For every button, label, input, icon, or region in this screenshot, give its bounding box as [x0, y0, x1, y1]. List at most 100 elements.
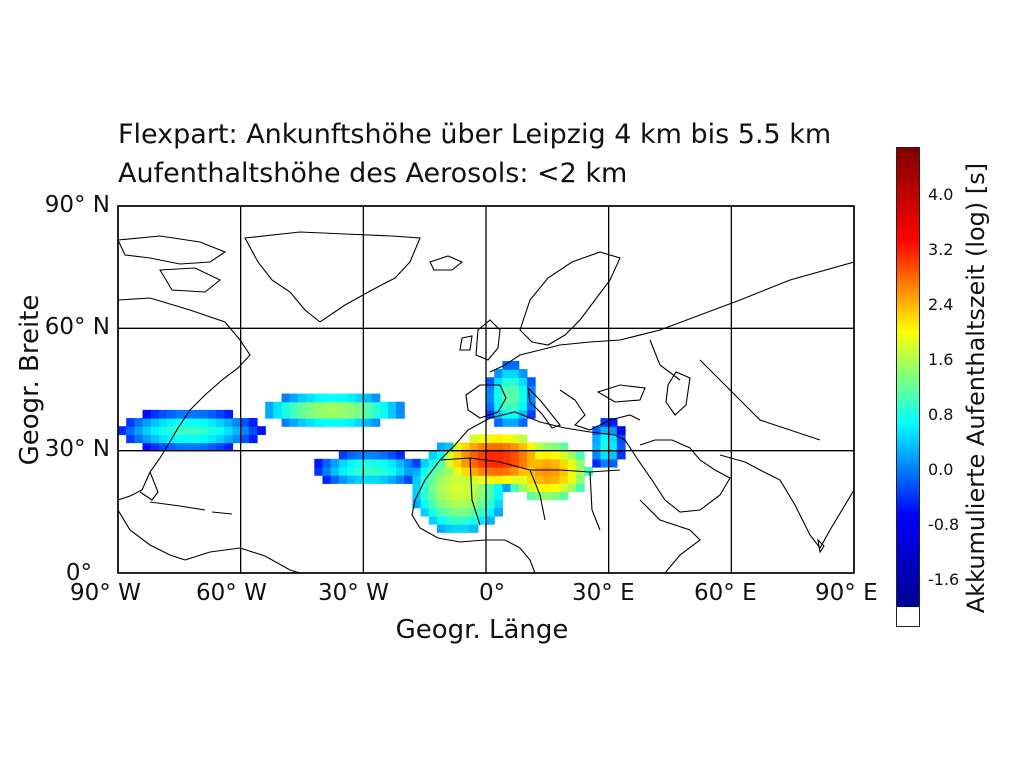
heat-cell	[510, 401, 520, 411]
chart-title-line-2: Aufenthaltshöhe des Aerosols: <2 km	[118, 158, 628, 189]
heat-cell	[600, 426, 610, 435]
heat-cell	[453, 499, 463, 509]
colorbar-tick-label: 0.8	[928, 405, 954, 425]
heat-cell	[396, 458, 405, 468]
heat-cell	[494, 442, 503, 452]
heat-cell	[535, 458, 544, 468]
heat-cell	[232, 426, 242, 435]
heat-cell	[445, 450, 454, 460]
heat-cell	[150, 426, 160, 435]
heat-cell	[502, 377, 512, 387]
heat-cell	[445, 507, 454, 517]
y-tick-label-60n: 60° N	[44, 314, 110, 340]
heat-cell	[436, 475, 446, 484]
heat-cell	[526, 377, 536, 387]
heat-cell	[461, 475, 471, 484]
heat-cell	[477, 434, 487, 444]
heat-cell	[158, 426, 168, 435]
heat-cell	[502, 369, 512, 378]
heat-cell	[477, 442, 487, 452]
heat-cell	[167, 418, 176, 427]
heat-cell	[355, 418, 364, 427]
heat-cell	[575, 483, 585, 493]
heat-cell	[477, 507, 487, 517]
heat-cell	[543, 442, 553, 452]
heat-cell	[510, 369, 520, 378]
heat-cell	[314, 393, 324, 403]
heat-cell	[461, 491, 471, 501]
heat-cell	[183, 434, 193, 444]
x-axis-title: Geogr. Länge	[395, 615, 569, 645]
heat-cell	[543, 483, 553, 493]
heat-cell	[600, 442, 610, 452]
heat-cell	[453, 450, 463, 460]
heat-cell	[510, 360, 520, 370]
heat-cell	[346, 393, 356, 403]
heat-cell	[469, 499, 479, 509]
heat-cell	[420, 483, 430, 493]
heat-cell	[387, 401, 397, 411]
heat-cell	[510, 466, 520, 476]
heat-cell	[355, 458, 364, 468]
heat-cell	[486, 515, 495, 525]
heat-cell	[314, 409, 324, 419]
heat-cell	[453, 524, 463, 533]
heat-cell	[477, 475, 487, 484]
heat-cell	[199, 426, 209, 435]
heat-cell	[502, 458, 512, 468]
heat-cell	[518, 393, 528, 403]
heat-cell	[469, 524, 479, 533]
y-tick-label-30n: 30° N	[44, 436, 110, 462]
heat-cell	[199, 434, 209, 444]
heat-cell	[355, 401, 364, 411]
heat-cell	[216, 442, 225, 452]
heat-cell	[224, 426, 234, 435]
heat-cell	[477, 491, 487, 501]
heat-cell	[199, 418, 209, 427]
heat-cell	[453, 475, 463, 484]
x-tick-label-90e: 90° E	[815, 580, 878, 606]
heat-cell	[526, 466, 536, 476]
heat-cell	[183, 442, 193, 452]
heat-cell	[436, 450, 446, 460]
heat-cell	[428, 499, 438, 509]
heat-cell	[428, 483, 438, 493]
heat-cell	[535, 491, 544, 501]
heat-cell	[608, 458, 618, 468]
heat-cell	[420, 507, 430, 517]
heat-cell	[494, 369, 503, 378]
heat-cell	[175, 426, 185, 435]
heat-cell	[461, 466, 471, 476]
heat-cell	[575, 450, 585, 460]
heat-cell	[526, 475, 536, 484]
x-tick-label-60e: 60° E	[694, 580, 757, 606]
heat-cell	[330, 466, 340, 476]
heat-cell	[445, 483, 454, 493]
heat-cell	[486, 385, 495, 395]
heat-cell	[273, 401, 283, 411]
heat-cell	[314, 401, 324, 411]
heat-cell	[355, 393, 364, 403]
heat-cell	[559, 466, 569, 476]
heat-cell	[616, 426, 626, 435]
heat-cell	[134, 418, 144, 427]
heat-cell	[240, 418, 250, 427]
heat-cell	[510, 418, 520, 427]
heat-cell	[526, 385, 536, 395]
heat-cell	[486, 483, 495, 493]
heat-cell	[436, 507, 446, 517]
x-tick-label-90w: 90° W	[70, 580, 141, 606]
heat-cell	[420, 499, 430, 509]
colorbar-tick-label: 2.4	[928, 295, 954, 315]
heat-cell	[265, 409, 274, 419]
heat-cell	[518, 377, 528, 387]
heat-cell	[428, 458, 438, 468]
heat-cell	[535, 442, 544, 452]
heat-cell	[575, 475, 585, 484]
heat-cell	[338, 475, 348, 484]
heat-cell	[543, 466, 553, 476]
heat-cell	[551, 450, 561, 460]
heat-cell	[616, 434, 626, 444]
heat-cell	[551, 466, 561, 476]
heat-cell	[363, 458, 373, 468]
